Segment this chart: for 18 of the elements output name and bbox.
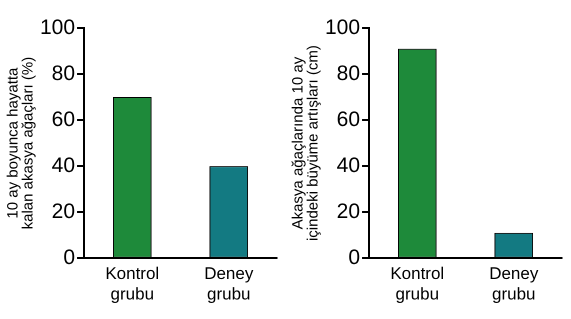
y-tick-label: 20	[52, 200, 76, 223]
y-tick-label: 0	[348, 246, 360, 269]
y-tick-label: 80	[336, 62, 360, 85]
y-tick-label: 0	[63, 246, 76, 269]
y-tick-label: 100	[324, 16, 360, 39]
x-tick-label: Kontrol grubu	[390, 264, 444, 304]
x-tick-label: Deney grubu	[204, 264, 254, 304]
y-tick-label: 40	[336, 154, 360, 177]
y-tick-label: 20	[336, 200, 360, 223]
y-axis-title: 10 ay boyunca hayatta kalan akasya ağaçları (%)	[4, 56, 37, 230]
y-tick-label: 60	[336, 108, 360, 131]
y-axis-title: Akasya ağaçlarında 10 ay içindeki büyüme artışları (cm)	[290, 45, 322, 242]
y-tick-label: 100	[40, 16, 76, 39]
x-tick-label: Kontrol grubu	[105, 264, 160, 304]
y-tick-label: 60	[52, 108, 76, 131]
x-tick-label: Deney grubu	[489, 264, 539, 304]
y-tick-label: 80	[52, 62, 76, 85]
y-tick-label: 40	[52, 154, 76, 177]
